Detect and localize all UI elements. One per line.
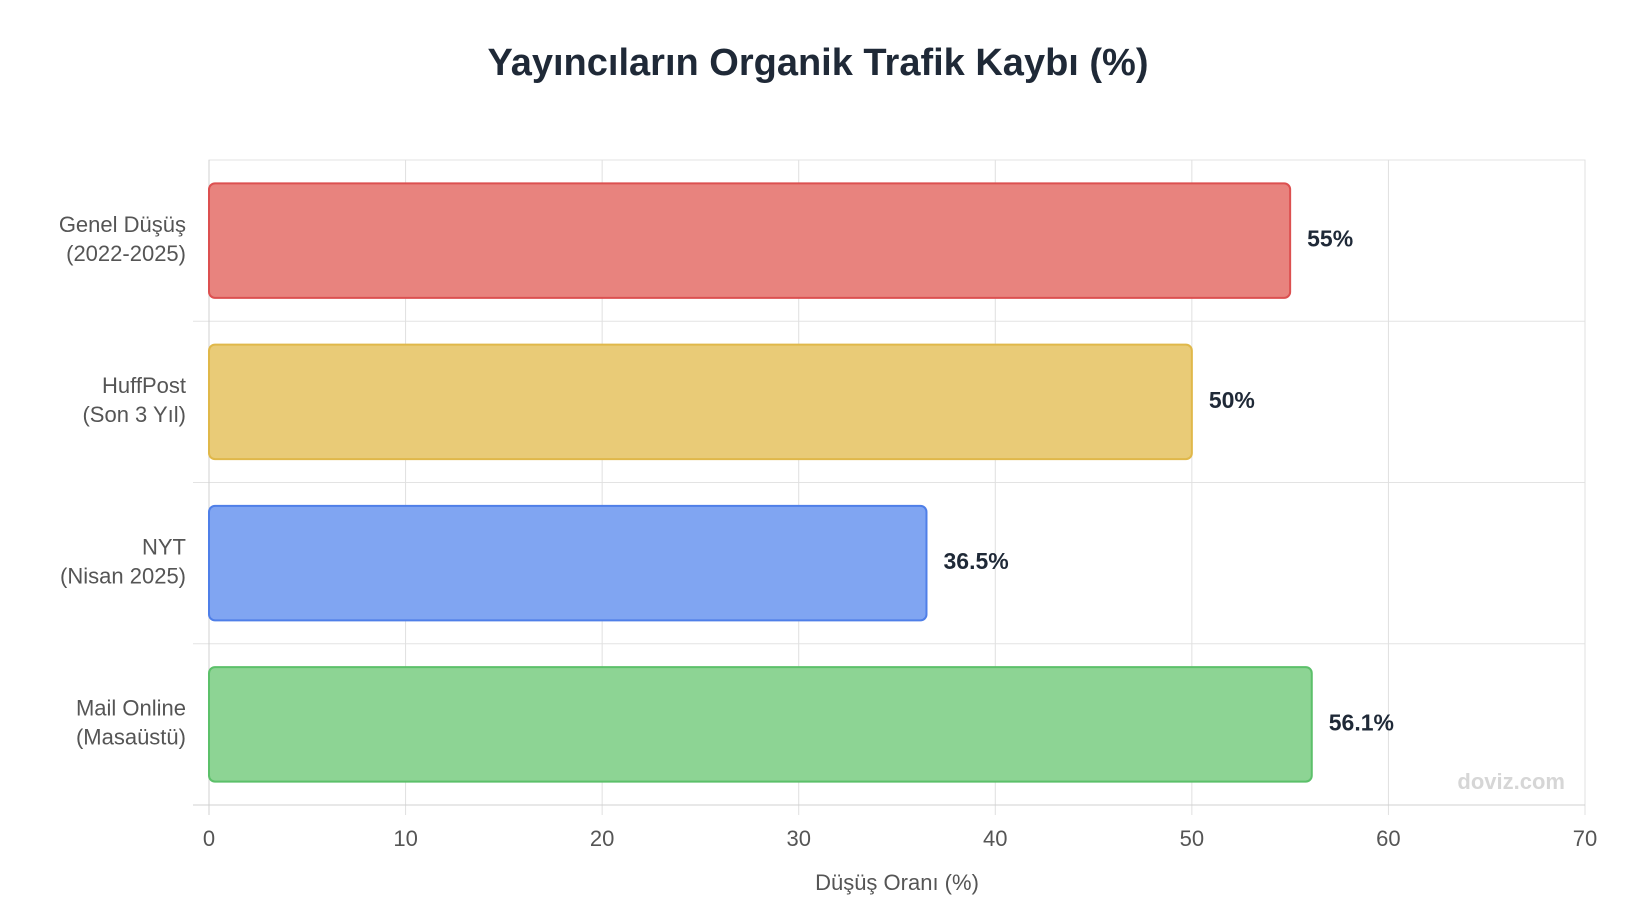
y-tick-label: HuffPost <box>102 373 186 398</box>
y-tick-label: (Nisan 2025) <box>60 563 186 588</box>
watermark: doviz.com <box>1457 769 1565 794</box>
x-tick-label: 40 <box>983 826 1007 851</box>
y-tick-label: NYT <box>142 534 186 559</box>
y-tick-label: (2022-2025) <box>66 241 186 266</box>
chart-title: Yayıncıların Organik Trafik Kaybı (%) <box>487 42 1148 84</box>
x-tick-label: 30 <box>786 826 810 851</box>
x-tick-label: 50 <box>1180 826 1204 851</box>
bar <box>208 504 928 622</box>
value-label: 50% <box>1209 387 1255 413</box>
value-label: 56.1% <box>1329 709 1394 735</box>
y-tick-label: Genel Düşüş <box>59 212 186 237</box>
bar <box>208 182 1292 299</box>
x-tick-label: 20 <box>590 826 614 851</box>
y-tick-label: (Masaüstü) <box>76 725 186 750</box>
bar <box>208 666 1313 783</box>
category-labels: Genel Düşüş (2022-2025) HuffPost (Son 3 Yıl… <box>59 212 186 750</box>
bar <box>208 343 1193 461</box>
x-tick-label: 60 <box>1376 826 1400 851</box>
x-tick-label: 0 <box>203 826 215 851</box>
x-axis-title: Düşüş Oranı (%) <box>815 870 979 895</box>
value-label: 55% <box>1307 226 1353 252</box>
y-tick-label: Mail Online <box>76 696 186 721</box>
value-label: 36.5% <box>943 548 1008 574</box>
x-tick-label: 70 <box>1573 826 1597 851</box>
x-tick-label: 10 <box>393 826 417 851</box>
y-tick-label: (Son 3 Yıl) <box>82 402 186 427</box>
